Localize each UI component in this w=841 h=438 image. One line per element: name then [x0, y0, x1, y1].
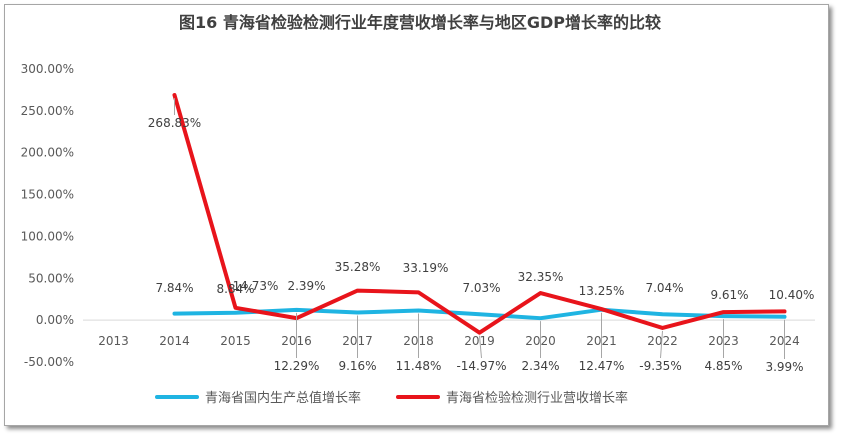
x-tick-label: 2013	[98, 334, 129, 348]
y-tick-label: 250.00%	[21, 104, 74, 118]
data-point	[173, 93, 176, 97]
data-point	[539, 316, 542, 320]
data-label: 7.03%	[462, 281, 500, 295]
data-label: 12.29%	[274, 359, 320, 373]
data-point	[661, 312, 664, 316]
data-point	[722, 314, 725, 318]
label-leader-line	[479, 335, 482, 359]
data-point	[478, 331, 481, 335]
data-point	[478, 312, 481, 316]
legend-label: 青海省检验检测行业营收增长率	[446, 390, 628, 406]
data-point	[234, 311, 237, 315]
data-point	[600, 307, 603, 311]
data-label: 10.40%	[769, 288, 815, 302]
data-label: 2.39%	[287, 279, 325, 293]
data-label: -14.97%	[456, 359, 506, 373]
data-point	[295, 308, 298, 312]
y-tick-label: 50.00%	[28, 271, 74, 285]
legend: 青海省国内生产总值增长率 青海省检验检测行业营收增长率	[155, 390, 628, 406]
data-label: 9.16%	[338, 359, 376, 373]
legend-label: 青海省国内生产总值增长率	[205, 390, 361, 406]
data-label: 7.84%	[155, 281, 193, 295]
data-point	[661, 326, 664, 330]
data-point	[173, 312, 176, 316]
data-point	[417, 290, 420, 294]
y-tick-label: 100.00%	[21, 229, 74, 243]
x-tick-label: 2022	[647, 334, 678, 348]
data-label: 12.47%	[579, 359, 625, 373]
data-label: 8.84%	[216, 282, 254, 296]
chart-title: 图16 青海省检验检测行业年度营收增长率与地区GDP增长率的比较	[179, 13, 661, 32]
y-axis: 300.00% 250.00% 200.00% 150.00% 100.00% 50.00…	[21, 62, 74, 369]
data-point	[722, 310, 725, 314]
data-point	[539, 291, 542, 295]
data-point	[356, 310, 359, 314]
data-label: 2.34%	[521, 359, 559, 373]
data-labels: 7.84% 8.84% 12.29% 9.16% 11.48% 7.03% 2.34% 12.…	[148, 98, 815, 374]
data-label: 14.73%	[233, 279, 279, 293]
data-label: 33.19%	[403, 261, 449, 275]
data-point	[783, 309, 786, 313]
x-axis: 2013201420152016201720182019202020212022…	[83, 319, 815, 348]
data-label: -9.35%	[639, 359, 681, 373]
y-tick-label: 150.00%	[21, 188, 74, 202]
data-point	[417, 309, 420, 313]
data-label: 4.85%	[704, 359, 742, 373]
y-tick-label: 0.00%	[36, 313, 74, 327]
label-leader-line	[660, 330, 663, 359]
data-point	[356, 289, 359, 293]
data-label: 32.35%	[518, 270, 564, 284]
y-tick-label: 300.00%	[21, 62, 74, 76]
y-tick-label: 200.00%	[21, 146, 74, 160]
series-line-2	[172, 93, 787, 335]
data-point	[234, 306, 237, 310]
data-label: 35.28%	[335, 260, 381, 274]
data-label: 3.99%	[765, 360, 803, 374]
data-label: 268.83%	[148, 116, 201, 130]
y-tick-label: -50.00%	[24, 355, 74, 369]
x-tick-label: 2015	[220, 334, 251, 348]
data-label: 13.25%	[579, 284, 625, 298]
data-label: 9.61%	[710, 288, 748, 302]
x-tick-label: 2014	[159, 334, 190, 348]
data-label: 7.04%	[645, 281, 683, 295]
series-layer	[172, 93, 787, 335]
chart-frame	[4, 4, 829, 426]
data-label: 11.48%	[396, 359, 442, 373]
data-point	[783, 315, 786, 319]
